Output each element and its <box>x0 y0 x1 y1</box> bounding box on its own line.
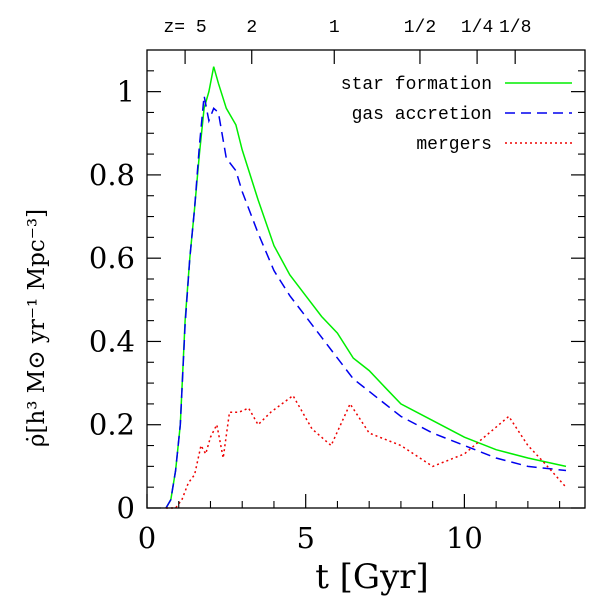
x-tick-label: 10 <box>446 521 483 555</box>
top-axis-label: 2 <box>246 18 257 38</box>
plot-lines <box>165 66 567 509</box>
legend: star formation gas accretion mergers <box>341 75 572 155</box>
series-line-gas-accretion <box>165 95 567 509</box>
top-axis-label: 1 <box>329 18 340 38</box>
y-tick-label: 1 <box>117 75 135 109</box>
axis-ticks <box>146 50 585 509</box>
y-tick-label: 0 <box>117 491 135 525</box>
y-tick-label: 0.4 <box>89 324 135 358</box>
x-axis-label: t [Gyr] <box>315 557 429 597</box>
y-tick-label: 0.6 <box>89 241 135 275</box>
tick-labels: 0 5 10 0 0.2 0.4 0.6 0.8 1 z= 5 2 1 1/2 1/4 1/8 <box>89 18 532 555</box>
legend-label: star formation <box>341 75 492 95</box>
top-axis-label: 1/8 <box>499 18 531 38</box>
y-tick-label: 0.2 <box>89 408 135 442</box>
legend-label: gas accretion <box>352 105 492 125</box>
top-axis-label: 1/2 <box>404 18 436 38</box>
legend-label: mergers <box>416 135 492 155</box>
y-axis-label: ρ̇[h³ M⊙ yr⁻¹ Mpc⁻³] <box>24 209 50 447</box>
x-tick-label: 0 <box>138 521 156 555</box>
x-tick-label: 5 <box>296 521 314 555</box>
y-tick-label: 0.8 <box>89 158 135 192</box>
top-axis-label: 1/4 <box>461 18 493 38</box>
top-axis-label: z= 5 <box>163 18 206 38</box>
